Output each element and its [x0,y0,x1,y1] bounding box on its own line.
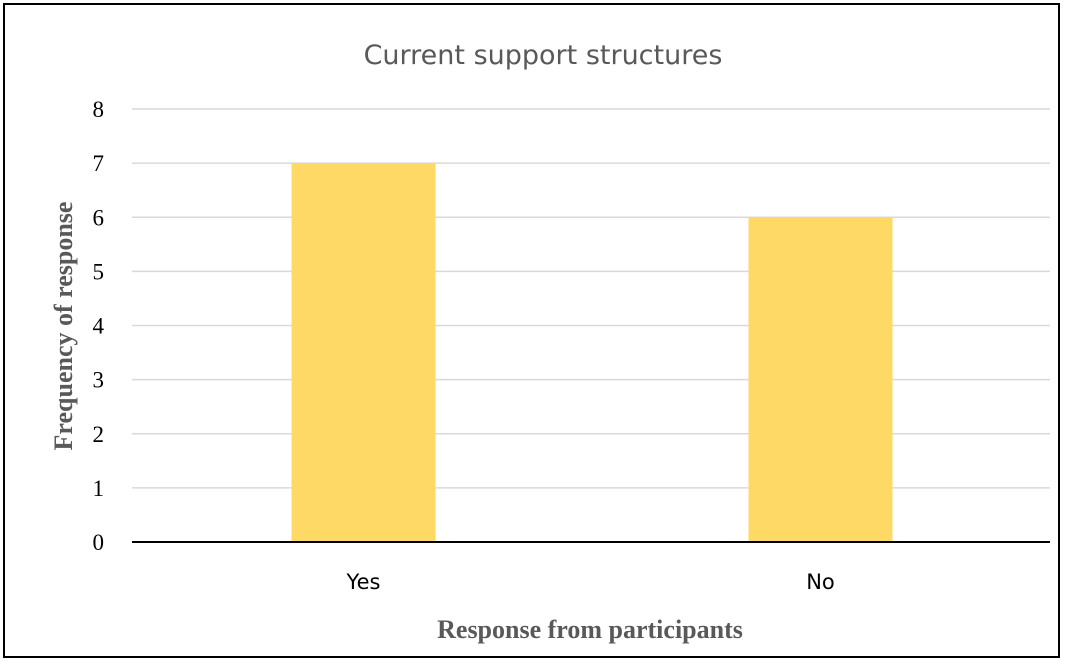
bars [291,163,893,542]
bar-yes [291,163,436,542]
x-axis-ticks: Yes No [346,570,835,594]
x-tick-label: No [806,570,835,594]
y-tick-label: 3 [93,368,105,393]
y-tick-label: 5 [93,259,105,284]
y-tick-label: 8 [93,97,105,122]
y-axis-ticks: 0 1 2 3 4 5 6 7 8 [93,97,105,555]
y-tick-label: 6 [93,205,105,230]
x-axis-label: Response from participants [437,615,743,644]
y-tick-label: 0 [93,530,105,555]
y-tick-label: 1 [93,476,105,501]
chart-title: Current support structures [364,40,723,71]
x-tick-label: Yes [346,570,381,594]
y-tick-label: 4 [93,314,105,339]
gridlines [132,108,1050,489]
y-tick-label: 2 [93,422,105,447]
bar-no [748,217,893,542]
y-tick-label: 7 [93,151,105,176]
y-axis-label: Frequency of response [49,202,78,451]
